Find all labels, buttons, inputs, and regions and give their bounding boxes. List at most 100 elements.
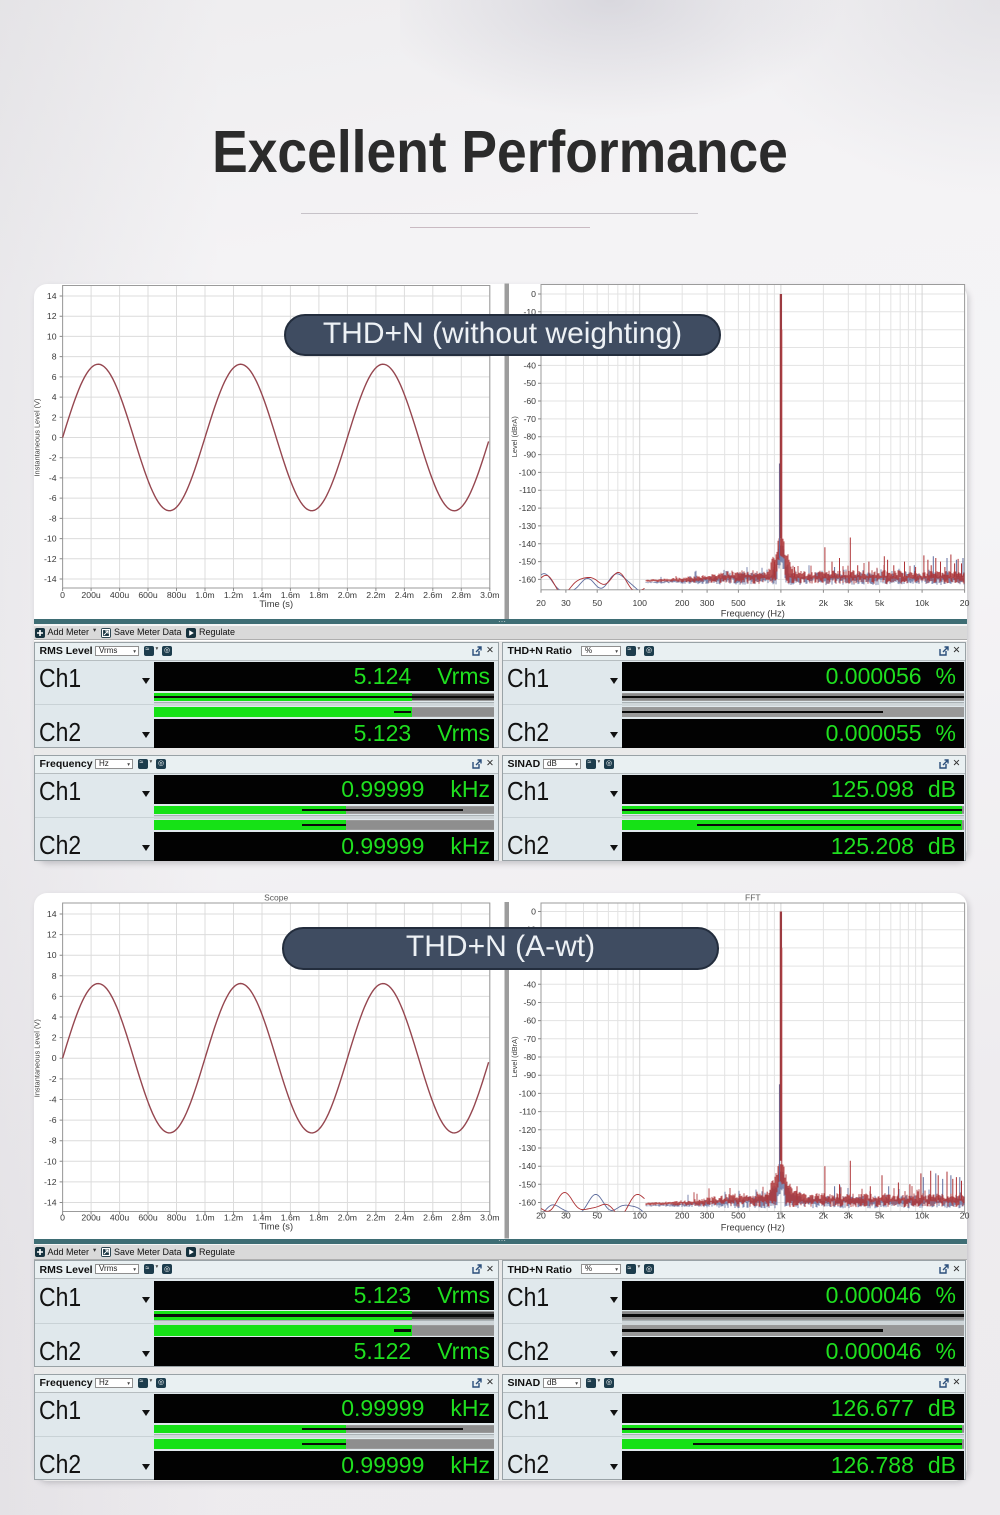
svg-text:200u: 200u <box>81 590 100 600</box>
svg-text:2.8m: 2.8m <box>452 590 471 600</box>
svg-text:1k: 1k <box>776 1211 786 1221</box>
svg-text:14: 14 <box>47 909 57 919</box>
svg-text:800u: 800u <box>167 590 186 600</box>
svg-text:-70: -70 <box>523 1034 536 1044</box>
svg-text:20: 20 <box>536 598 546 608</box>
svg-text:3k: 3k <box>844 598 854 608</box>
svg-text:200: 200 <box>675 1211 690 1221</box>
svg-text:-6: -6 <box>49 493 57 503</box>
svg-text:-6: -6 <box>49 1115 57 1125</box>
svg-text:-10: -10 <box>44 1156 57 1166</box>
svg-text:8: 8 <box>52 352 57 362</box>
svg-text:2.8m: 2.8m <box>452 1213 471 1223</box>
svg-text:2.0m: 2.0m <box>338 1213 357 1223</box>
svg-text:300: 300 <box>700 1211 715 1221</box>
svg-text:1.6m: 1.6m <box>281 1213 300 1223</box>
svg-text:50: 50 <box>592 1211 602 1221</box>
svg-text:-140: -140 <box>519 539 537 549</box>
svg-text:10k: 10k <box>915 598 930 608</box>
svg-text:2.2m: 2.2m <box>366 590 385 600</box>
svg-text:-100: -100 <box>519 467 537 477</box>
svg-text:-50: -50 <box>523 378 536 388</box>
svg-text:-12: -12 <box>44 554 57 564</box>
svg-text:Instantaneous Level (V): Instantaneous Level (V) <box>33 398 42 476</box>
svg-text:Time (s): Time (s) <box>259 599 293 609</box>
svg-text:-2: -2 <box>49 453 57 463</box>
svg-text:600u: 600u <box>138 590 157 600</box>
svg-text:12: 12 <box>47 930 57 940</box>
svg-text:-110: -110 <box>519 1107 536 1117</box>
svg-text:-100: -100 <box>519 1088 537 1098</box>
svg-text:0: 0 <box>531 289 536 299</box>
svg-text:6: 6 <box>52 991 57 1001</box>
svg-text:-70: -70 <box>523 414 536 424</box>
svg-text:-120: -120 <box>519 503 537 513</box>
svg-text:-2: -2 <box>49 1074 57 1084</box>
svg-text:1.2m: 1.2m <box>224 1213 243 1223</box>
svg-text:-110: -110 <box>519 485 536 495</box>
svg-text:-60: -60 <box>523 1016 536 1026</box>
svg-text:4: 4 <box>52 392 57 402</box>
svg-text:-8: -8 <box>49 513 57 523</box>
svg-text:2k: 2k <box>819 598 829 608</box>
svg-text:800u: 800u <box>167 1213 186 1223</box>
svg-text:400u: 400u <box>110 1213 129 1223</box>
svg-text:-80: -80 <box>523 1052 536 1062</box>
svg-text:1.0m: 1.0m <box>195 1213 214 1223</box>
svg-text:-80: -80 <box>523 432 536 442</box>
svg-text:2: 2 <box>52 412 57 422</box>
svg-text:1.2m: 1.2m <box>224 590 243 600</box>
svg-text:Level (dBrA): Level (dBrA) <box>510 416 519 457</box>
svg-text:-10: -10 <box>44 534 57 544</box>
svg-text:30: 30 <box>561 598 571 608</box>
svg-text:-14: -14 <box>44 1198 57 1208</box>
svg-text:3.0m: 3.0m <box>480 590 499 600</box>
svg-text:400u: 400u <box>110 590 129 600</box>
svg-text:-160: -160 <box>519 574 537 584</box>
svg-text:-40: -40 <box>523 979 536 989</box>
svg-text:14: 14 <box>47 291 57 301</box>
svg-text:200: 200 <box>675 598 690 608</box>
svg-text:20: 20 <box>536 1211 546 1221</box>
svg-text:600u: 600u <box>138 1213 157 1223</box>
svg-text:-4: -4 <box>49 473 57 483</box>
svg-text:8: 8 <box>52 971 57 981</box>
svg-text:-8: -8 <box>49 1136 57 1146</box>
svg-text:Frequency (Hz): Frequency (Hz) <box>721 609 785 619</box>
svg-text:-90: -90 <box>523 450 536 460</box>
svg-text:Frequency (Hz): Frequency (Hz) <box>721 1223 785 1233</box>
svg-text:500: 500 <box>731 598 746 608</box>
svg-text:Level (dBrA): Level (dBrA) <box>510 1036 519 1077</box>
svg-text:1.6m: 1.6m <box>281 590 300 600</box>
svg-text:2: 2 <box>52 1033 57 1043</box>
svg-text:-14: -14 <box>44 574 57 584</box>
svg-text:1.8m: 1.8m <box>309 1213 328 1223</box>
svg-text:10: 10 <box>47 950 57 960</box>
svg-text:-120: -120 <box>519 1125 537 1135</box>
svg-text:-150: -150 <box>519 557 537 567</box>
svg-text:-90: -90 <box>523 1070 536 1080</box>
svg-text:-10: -10 <box>523 307 536 317</box>
svg-text:Time (s): Time (s) <box>259 1222 293 1232</box>
svg-text:2.6m: 2.6m <box>423 590 442 600</box>
svg-text:2k: 2k <box>819 1211 829 1221</box>
svg-text:0: 0 <box>52 1053 57 1063</box>
svg-text:500: 500 <box>731 1211 746 1221</box>
svg-text:10k: 10k <box>915 1211 930 1221</box>
svg-text:12: 12 <box>47 311 57 321</box>
svg-text:4: 4 <box>52 1012 57 1022</box>
svg-text:3.0m: 3.0m <box>480 1213 499 1223</box>
svg-text:20: 20 <box>960 598 970 608</box>
svg-text:-50: -50 <box>523 998 536 1008</box>
svg-text:FFT: FFT <box>745 893 761 903</box>
svg-text:1.4m: 1.4m <box>252 590 271 600</box>
svg-text:30: 30 <box>561 1211 571 1221</box>
svg-text:-150: -150 <box>519 1179 537 1189</box>
svg-text:2.2m: 2.2m <box>366 1213 385 1223</box>
svg-text:2.6m: 2.6m <box>423 1213 442 1223</box>
svg-text:-12: -12 <box>44 1177 57 1187</box>
svg-text:5k: 5k <box>875 598 885 608</box>
svg-text:100: 100 <box>632 598 647 608</box>
svg-text:20: 20 <box>960 1211 970 1221</box>
svg-text:-160: -160 <box>519 1198 537 1208</box>
